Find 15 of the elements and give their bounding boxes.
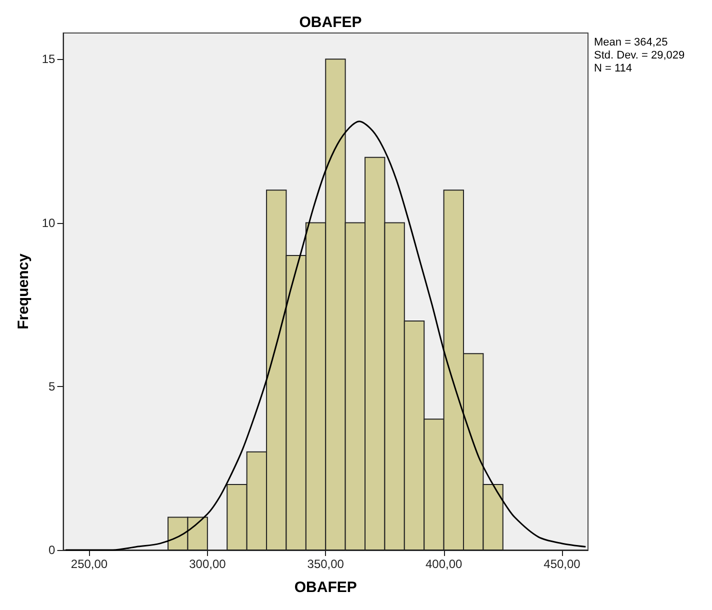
y-tick-label: 5: [48, 379, 56, 394]
text: Std. Dev. = 29,029: [594, 50, 685, 62]
chart-title: OBAFEP: [299, 14, 362, 31]
x-tick-label: 400,00: [425, 557, 462, 571]
x-axis-title: OBAFEP: [294, 579, 357, 596]
y-tick-label: 0: [48, 543, 56, 557]
y-axis-title: Frequency: [15, 252, 32, 330]
x-tick-label: 450,00: [544, 557, 581, 571]
text: N = 114: [594, 62, 632, 74]
y-tick-label: 15: [42, 52, 56, 66]
text: Mean = 364,25: [594, 36, 668, 48]
y-tick-label: 10: [42, 216, 56, 230]
x-tick-label: 250,00: [70, 557, 108, 571]
x-tick-label: 300,00: [189, 557, 226, 571]
x-tick-label: 350,00: [307, 557, 344, 571]
